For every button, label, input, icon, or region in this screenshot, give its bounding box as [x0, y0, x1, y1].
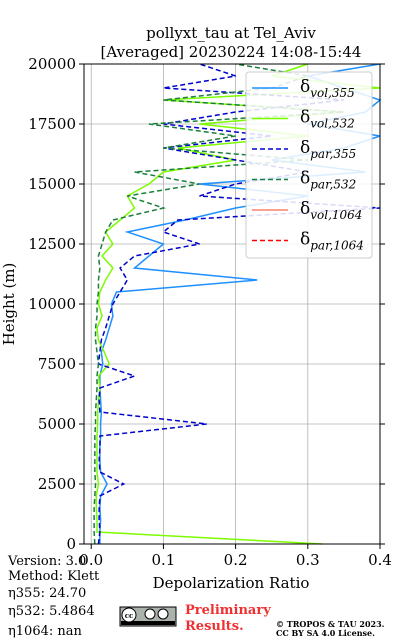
- cc-logo: cc: [119, 606, 177, 627]
- notice: Results.: [185, 619, 244, 634]
- x-tick-label: 0.2: [224, 551, 248, 569]
- legend-label: δvol,1064: [300, 199, 362, 222]
- notice: Preliminary: [185, 603, 271, 618]
- profile-line: [97, 63, 381, 545]
- x-tick-label: 0.1: [151, 551, 175, 569]
- profile-line: [93, 63, 344, 545]
- legend-label: δpar,532: [300, 169, 356, 192]
- info-line: η355: 24.70: [8, 586, 86, 601]
- legend-label: δpar,355: [300, 138, 356, 161]
- chart-subtitle: [Averaged] 20230224 14:08-15:44: [101, 43, 362, 61]
- chart-title: pollyxt_tau at Tel_Aviv: [146, 24, 316, 42]
- info-line: Method: Klett: [8, 569, 100, 584]
- legend-label: δpar,1064: [300, 230, 364, 253]
- y-tick-label: 15000: [28, 175, 76, 193]
- x-tick-label: 0.3: [296, 551, 320, 569]
- y-tick-label: 2500: [38, 475, 76, 493]
- y-tick-label: 7500: [38, 355, 76, 373]
- legend-label: δvol,355: [300, 77, 355, 100]
- profile-line: [95, 63, 381, 545]
- y-tick-label: 5000: [38, 415, 76, 433]
- y-tick-label: 12500: [28, 235, 76, 253]
- y-tick-label: 0: [66, 535, 76, 553]
- copyright: © TROPOS & TAU 2023.: [276, 619, 385, 629]
- y-tick-label: 17500: [28, 115, 76, 133]
- info-line: Version: 3.0: [7, 554, 86, 569]
- info-line: η1064: nan: [8, 624, 83, 639]
- y-tick-label: 10000: [28, 295, 76, 313]
- plot-frame: [83, 63, 381, 545]
- info-line: η532: 5.4864: [8, 604, 95, 619]
- y-axis-label: Height (m): [0, 263, 18, 346]
- legend-label: δvol,532: [300, 108, 355, 131]
- svg-text:cc: cc: [125, 611, 134, 620]
- copyright: CC BY SA 4.0 License.: [276, 628, 375, 638]
- y-tick-label: 20000: [28, 55, 76, 73]
- legend: δvol,355 δvol,532 δpar,355 δpar,532 δvol,106…: [245, 71, 373, 259]
- x-tick-label: 0.0: [79, 551, 103, 569]
- x-axis-label: Depolarization Ratio: [153, 574, 310, 592]
- x-tick-label: 0.4: [368, 551, 392, 569]
